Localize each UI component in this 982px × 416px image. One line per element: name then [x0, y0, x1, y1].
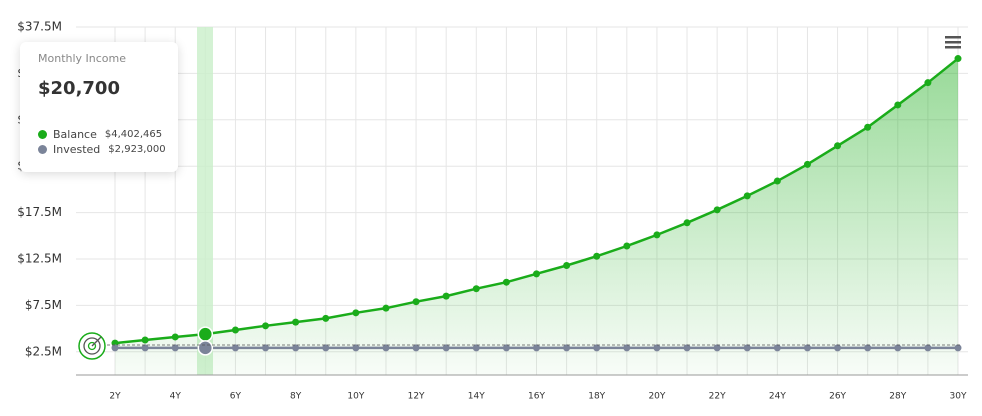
point [472, 285, 480, 293]
point [683, 219, 691, 227]
point [231, 326, 239, 334]
hover-band [197, 27, 213, 375]
point [231, 344, 239, 352]
x-tick-label: 14Y [468, 392, 485, 402]
legend-label: Invested [53, 143, 101, 156]
y-tick-label: $37.5M [17, 20, 62, 34]
point [352, 309, 360, 317]
point [924, 344, 932, 352]
point [442, 292, 450, 300]
tooltip-title: Monthly Income [38, 52, 127, 65]
tooltip: Monthly Income $20,700 Balance $4,402,465… [20, 42, 178, 172]
area [115, 58, 958, 375]
point [292, 344, 300, 352]
point [472, 344, 480, 352]
x-tick-label: 12Y [408, 392, 425, 402]
point [262, 322, 270, 330]
point [803, 160, 811, 168]
point [171, 344, 179, 352]
tooltip-value: $20,700 [38, 78, 120, 99]
point [262, 344, 270, 352]
x-tick-label: 16Y [528, 392, 545, 402]
y-tick-label: $7.5M [25, 298, 62, 312]
point [322, 344, 330, 352]
point [412, 344, 420, 352]
point [894, 101, 902, 109]
point [803, 344, 811, 352]
point [141, 336, 149, 344]
point [623, 344, 631, 352]
point [834, 142, 842, 150]
point [563, 261, 571, 269]
point [533, 270, 540, 278]
point [412, 298, 420, 306]
point [954, 344, 962, 352]
point [352, 344, 360, 352]
x-tick-label: 30Y [950, 392, 967, 402]
x-tick-label: 8Y [290, 392, 302, 402]
point [502, 278, 510, 286]
x-tick-label: 18Y [588, 392, 605, 402]
point [593, 344, 601, 352]
point [197, 326, 214, 342]
point [502, 344, 510, 352]
tooltip-amount: $2,923,000 [108, 144, 166, 155]
x-tick-label: 28Y [889, 392, 906, 402]
point [894, 344, 902, 352]
point [563, 344, 571, 352]
x-tick-label: 24Y [769, 392, 786, 402]
point [773, 177, 781, 185]
point [954, 55, 962, 63]
x-tick-label: 26Y [829, 392, 846, 402]
point [713, 344, 721, 352]
legend-label: Balance [53, 128, 97, 141]
x-tick-label: 10Y [347, 392, 364, 402]
x-tick-label: 6Y [230, 392, 242, 402]
legend-dot [38, 145, 47, 154]
point [653, 231, 661, 239]
point [292, 318, 300, 326]
point [593, 252, 601, 260]
x-tick-label: 2Y [109, 392, 121, 402]
y-tick-label: $2.5M [25, 344, 62, 358]
point [653, 344, 661, 352]
y-tick-label: $12.5M [17, 252, 62, 266]
point [111, 344, 119, 352]
point [141, 344, 149, 352]
menu-icon[interactable] [945, 36, 961, 49]
tooltip-row: Invested $2,923,000 [38, 143, 166, 156]
point [713, 206, 721, 214]
point [743, 344, 751, 352]
point [864, 344, 872, 352]
y-tick-label: $17.5M [17, 205, 62, 219]
point [533, 344, 540, 352]
target-icon [78, 332, 106, 360]
tooltip-row: Balance $4,402,465 [38, 128, 162, 141]
point [442, 344, 450, 352]
point [171, 333, 179, 341]
point [743, 192, 751, 200]
x-tick-label: 4Y [170, 392, 182, 402]
point [773, 344, 781, 352]
x-tick-label: 20Y [648, 392, 665, 402]
point [683, 344, 691, 352]
tooltip-amount: $4,402,465 [104, 129, 163, 140]
point [924, 79, 932, 87]
point [382, 344, 390, 352]
legend-dot [38, 130, 47, 139]
point [834, 344, 842, 352]
point [864, 123, 872, 131]
x-tick-label: 22Y [709, 392, 726, 402]
point [197, 340, 214, 356]
point [382, 304, 390, 312]
point [623, 242, 631, 250]
point [322, 314, 330, 322]
